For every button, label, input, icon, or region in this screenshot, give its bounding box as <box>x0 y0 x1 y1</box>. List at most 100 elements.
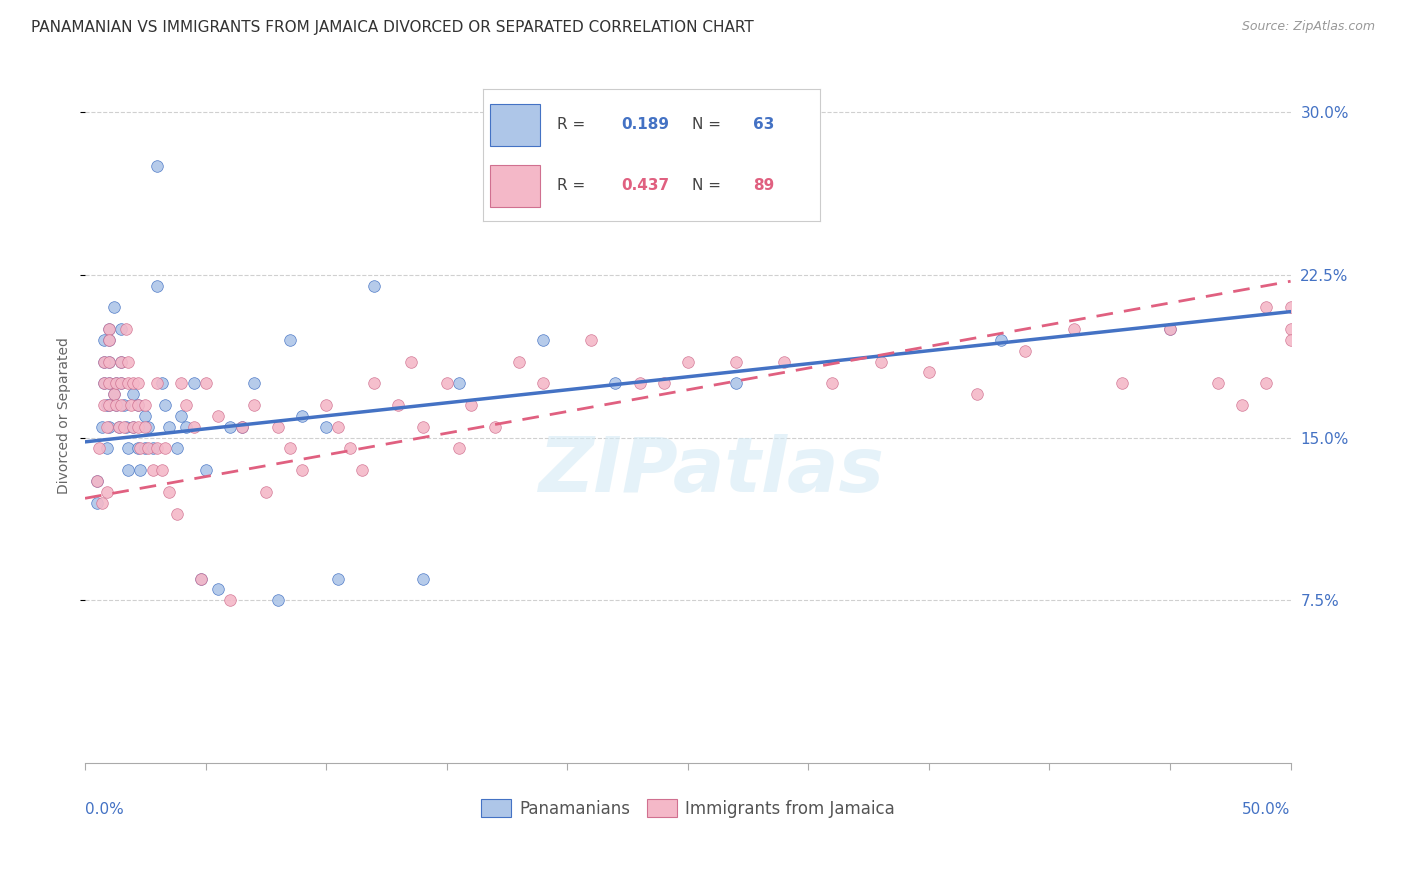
Point <box>103 300 125 314</box>
Point <box>98 322 121 336</box>
Point <box>447 376 470 391</box>
Point <box>122 419 145 434</box>
Point <box>399 354 422 368</box>
Point <box>117 354 139 368</box>
Point <box>117 376 139 391</box>
Point <box>86 474 108 488</box>
Point <box>112 398 135 412</box>
Point <box>724 376 747 391</box>
Point <box>134 409 156 423</box>
Point <box>96 484 118 499</box>
Point <box>141 463 163 477</box>
Point <box>127 376 149 391</box>
Point <box>190 572 212 586</box>
Point <box>89 442 111 456</box>
Point <box>315 419 337 434</box>
Point <box>98 322 121 336</box>
Point <box>122 387 145 401</box>
Point <box>291 463 314 477</box>
Point <box>243 376 266 391</box>
Point <box>141 442 163 456</box>
Point <box>117 442 139 456</box>
Point <box>869 354 891 368</box>
Point <box>387 398 409 412</box>
Point <box>127 398 149 412</box>
Point <box>146 159 169 173</box>
Point <box>508 354 530 368</box>
Point <box>231 419 253 434</box>
Point <box>134 419 156 434</box>
Point <box>93 354 115 368</box>
Point <box>153 398 176 412</box>
Point <box>207 582 229 597</box>
Point <box>278 442 301 456</box>
Point <box>484 419 506 434</box>
Point <box>98 376 121 391</box>
Point <box>207 409 229 423</box>
Point <box>120 398 142 412</box>
Point <box>1159 322 1181 336</box>
Point <box>363 376 385 391</box>
Point <box>183 419 205 434</box>
Point <box>90 419 112 434</box>
Point <box>1279 333 1302 347</box>
Point <box>110 354 132 368</box>
Point <box>1159 322 1181 336</box>
Point <box>170 409 193 423</box>
Point <box>1232 398 1254 412</box>
Point <box>243 398 266 412</box>
Point <box>328 419 350 434</box>
Point <box>110 376 132 391</box>
Point <box>1111 376 1133 391</box>
Point <box>157 484 180 499</box>
Point <box>105 376 128 391</box>
Point <box>966 387 988 401</box>
Point <box>90 496 112 510</box>
Legend: Panamanians, Immigrants from Jamaica: Panamanians, Immigrants from Jamaica <box>474 792 901 824</box>
Point <box>93 398 115 412</box>
Point <box>1279 300 1302 314</box>
Y-axis label: Divorced or Separated: Divorced or Separated <box>58 337 72 494</box>
Point <box>166 442 188 456</box>
Point <box>98 376 121 391</box>
Point <box>103 387 125 401</box>
Text: PANAMANIAN VS IMMIGRANTS FROM JAMAICA DIVORCED OR SEPARATED CORRELATION CHART: PANAMANIAN VS IMMIGRANTS FROM JAMAICA DI… <box>31 20 754 35</box>
Text: ZIPatlas: ZIPatlas <box>538 434 884 508</box>
Point <box>412 572 434 586</box>
Point <box>918 366 941 380</box>
Point <box>107 419 129 434</box>
Point <box>96 398 118 412</box>
Point <box>676 354 699 368</box>
Point <box>412 419 434 434</box>
Text: 0.0%: 0.0% <box>84 802 124 817</box>
Point <box>352 463 374 477</box>
Point <box>136 442 159 456</box>
Point <box>127 398 149 412</box>
Point <box>460 398 482 412</box>
Point <box>267 419 290 434</box>
Point <box>105 398 128 412</box>
Point <box>98 419 121 434</box>
Point <box>531 333 554 347</box>
Point <box>105 398 128 412</box>
Point <box>1206 376 1229 391</box>
Text: 50.0%: 50.0% <box>1243 802 1291 817</box>
Point <box>157 419 180 434</box>
Point <box>127 419 149 434</box>
Point <box>96 442 118 456</box>
Point <box>98 398 121 412</box>
Point <box>363 278 385 293</box>
Point <box>93 376 115 391</box>
Point <box>315 398 337 412</box>
Point <box>98 354 121 368</box>
Point <box>107 419 129 434</box>
Point <box>146 376 169 391</box>
Point <box>110 322 132 336</box>
Point <box>581 333 603 347</box>
Point <box>605 376 627 391</box>
Point <box>96 419 118 434</box>
Point <box>773 354 796 368</box>
Point <box>166 507 188 521</box>
Point <box>990 333 1012 347</box>
Point <box>110 376 132 391</box>
